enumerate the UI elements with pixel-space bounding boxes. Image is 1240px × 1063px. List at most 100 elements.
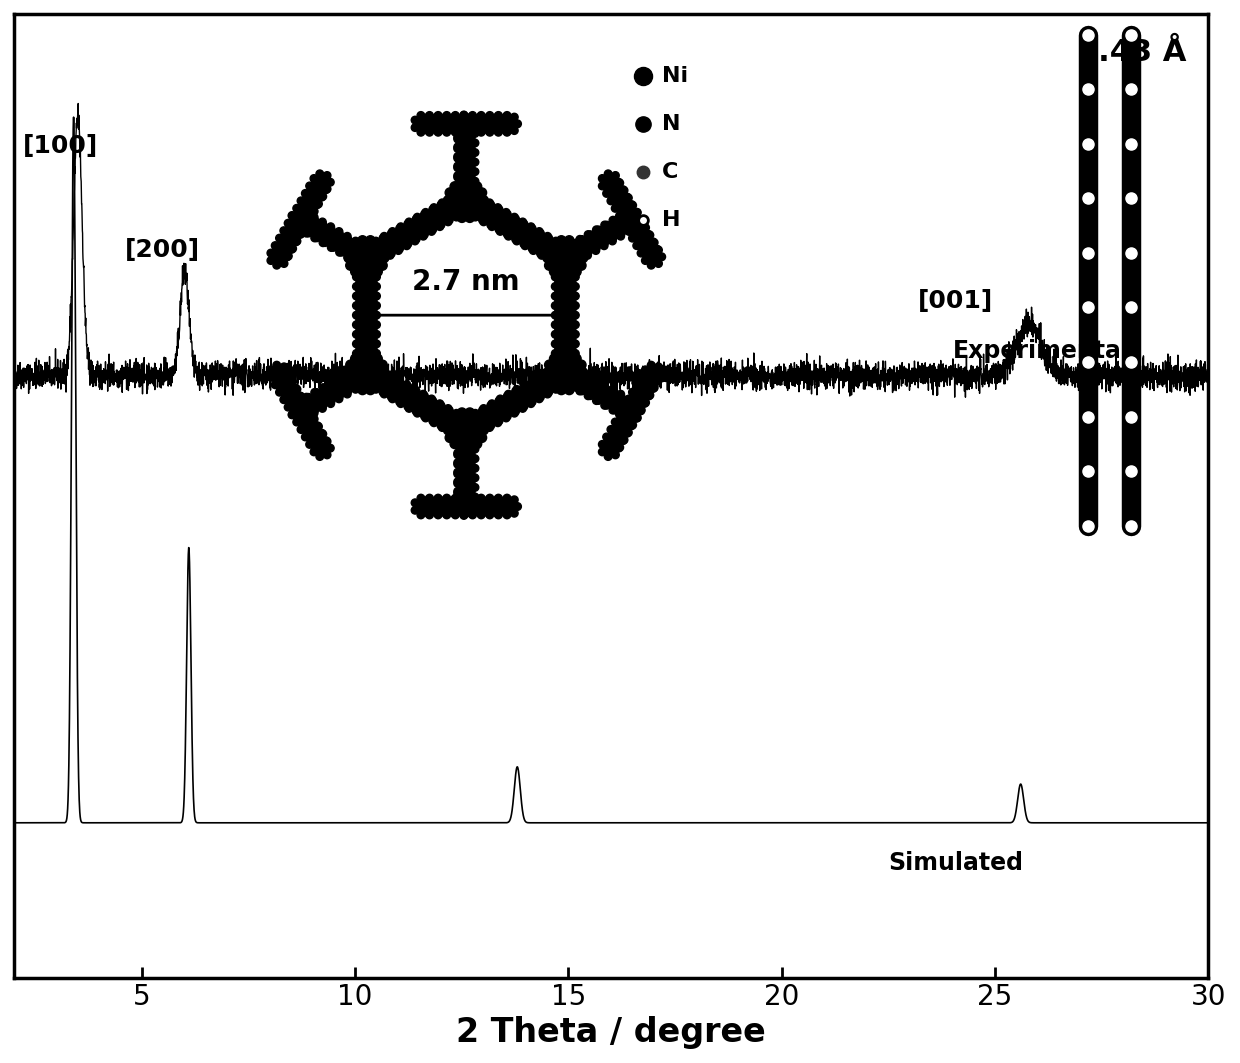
Circle shape	[352, 254, 361, 261]
Circle shape	[595, 239, 603, 248]
Circle shape	[371, 384, 378, 391]
Circle shape	[428, 214, 435, 221]
Circle shape	[625, 409, 632, 417]
Circle shape	[551, 242, 580, 273]
Circle shape	[324, 171, 331, 180]
Circle shape	[634, 227, 647, 241]
Circle shape	[436, 120, 444, 128]
Circle shape	[554, 300, 562, 307]
Circle shape	[629, 408, 636, 416]
Circle shape	[424, 509, 432, 517]
Circle shape	[352, 302, 361, 309]
Circle shape	[620, 423, 627, 431]
Circle shape	[314, 220, 321, 229]
Circle shape	[459, 500, 472, 513]
Circle shape	[460, 454, 467, 461]
Circle shape	[609, 178, 616, 185]
Circle shape	[496, 503, 505, 510]
Circle shape	[459, 461, 472, 475]
Circle shape	[433, 117, 446, 131]
Circle shape	[459, 126, 466, 134]
Circle shape	[290, 232, 298, 239]
Circle shape	[367, 369, 383, 386]
Circle shape	[552, 283, 559, 290]
Circle shape	[552, 369, 559, 376]
Circle shape	[288, 403, 296, 410]
Circle shape	[464, 201, 471, 209]
Circle shape	[569, 361, 577, 369]
Circle shape	[356, 376, 363, 384]
Circle shape	[370, 376, 377, 384]
Circle shape	[356, 281, 363, 288]
Circle shape	[281, 376, 289, 384]
Circle shape	[625, 404, 639, 418]
Circle shape	[454, 116, 463, 124]
Circle shape	[642, 399, 650, 406]
Circle shape	[513, 400, 521, 407]
Circle shape	[352, 331, 361, 338]
Circle shape	[467, 132, 475, 139]
Circle shape	[315, 187, 322, 195]
Circle shape	[441, 496, 449, 504]
Circle shape	[475, 202, 491, 218]
Circle shape	[413, 395, 422, 403]
Circle shape	[298, 205, 311, 219]
Circle shape	[637, 235, 651, 249]
Circle shape	[288, 220, 296, 227]
Circle shape	[346, 246, 353, 253]
Circle shape	[394, 376, 402, 384]
Circle shape	[316, 170, 324, 178]
Circle shape	[356, 367, 363, 374]
Circle shape	[562, 358, 569, 367]
Circle shape	[294, 399, 303, 406]
Circle shape	[527, 239, 534, 248]
Circle shape	[445, 499, 454, 507]
Circle shape	[284, 403, 291, 411]
Circle shape	[562, 378, 569, 387]
Circle shape	[419, 405, 427, 412]
Circle shape	[370, 275, 377, 283]
Circle shape	[593, 379, 600, 387]
Circle shape	[625, 214, 632, 221]
Circle shape	[454, 135, 461, 142]
Circle shape	[569, 376, 577, 384]
Circle shape	[595, 234, 603, 241]
Circle shape	[294, 399, 303, 406]
Circle shape	[454, 459, 461, 467]
Circle shape	[467, 195, 475, 202]
Circle shape	[358, 288, 374, 304]
Circle shape	[289, 410, 296, 419]
Circle shape	[502, 114, 510, 121]
Circle shape	[653, 246, 661, 253]
Circle shape	[604, 388, 611, 395]
Circle shape	[562, 246, 569, 253]
Circle shape	[562, 370, 569, 377]
Circle shape	[358, 298, 374, 314]
Circle shape	[303, 198, 315, 212]
Circle shape	[343, 370, 352, 377]
Circle shape	[366, 351, 376, 360]
Circle shape	[632, 381, 641, 389]
Circle shape	[569, 357, 577, 365]
Circle shape	[430, 419, 438, 426]
Circle shape	[356, 247, 363, 254]
Circle shape	[567, 261, 575, 269]
Circle shape	[569, 304, 577, 311]
Circle shape	[360, 381, 368, 388]
Circle shape	[601, 239, 609, 247]
Circle shape	[361, 246, 368, 253]
Circle shape	[306, 189, 314, 198]
Circle shape	[322, 225, 330, 233]
Circle shape	[358, 279, 374, 294]
Circle shape	[293, 418, 300, 426]
Circle shape	[616, 198, 630, 212]
Circle shape	[370, 261, 377, 269]
Circle shape	[537, 230, 544, 237]
Circle shape	[450, 509, 458, 517]
Circle shape	[343, 390, 351, 398]
Circle shape	[460, 148, 467, 155]
Circle shape	[455, 434, 463, 441]
Circle shape	[572, 340, 579, 348]
Circle shape	[543, 390, 552, 398]
Text: H: H	[662, 209, 681, 230]
